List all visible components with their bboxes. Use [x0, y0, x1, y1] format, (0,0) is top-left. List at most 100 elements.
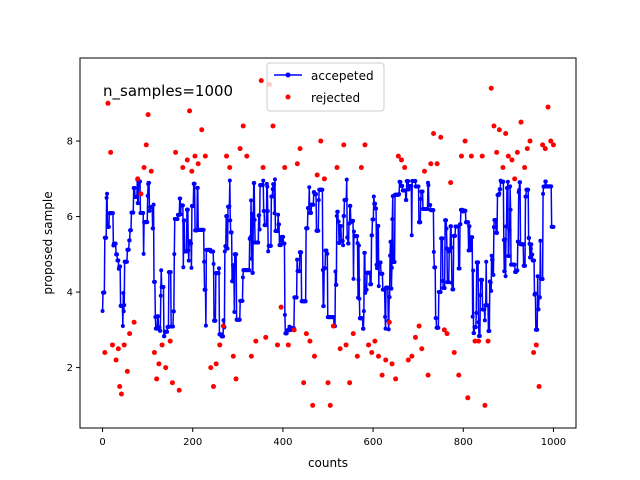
- rejected-point: [330, 323, 336, 329]
- accepted-point: [505, 179, 510, 184]
- rejected-point: [468, 153, 474, 159]
- accepted-point: [181, 265, 186, 270]
- rejected-point: [393, 376, 399, 382]
- rejected-point: [451, 349, 457, 355]
- accepted-point: [211, 261, 216, 266]
- accepted-point: [323, 266, 328, 271]
- accepted-point: [431, 249, 436, 254]
- accepted-point: [316, 228, 321, 233]
- accepted-point: [361, 309, 366, 314]
- accepted-point: [247, 268, 252, 273]
- rejected-point: [303, 331, 309, 337]
- accepted-point: [470, 235, 475, 240]
- accepted-point: [334, 282, 339, 287]
- rejected-point: [402, 164, 408, 170]
- accepted-point: [517, 187, 522, 192]
- accepted-point: [385, 285, 390, 290]
- accepted-point: [489, 288, 494, 293]
- rejected-point: [405, 357, 411, 363]
- rejected-point: [412, 334, 418, 340]
- rejected-point: [195, 161, 201, 167]
- accepted-point: [178, 196, 183, 201]
- accepted-point: [216, 271, 221, 276]
- accepted-point: [156, 314, 161, 319]
- rejected-point: [325, 380, 331, 386]
- accepted-point: [389, 265, 394, 270]
- accepted-point: [102, 290, 107, 295]
- accepted-point: [420, 189, 425, 194]
- accepted-point: [406, 179, 411, 184]
- rejected-point: [230, 353, 236, 359]
- rejected-point: [244, 153, 250, 159]
- accepted-point: [178, 212, 183, 217]
- rejected-point: [448, 180, 454, 186]
- accepted-point: [334, 213, 339, 218]
- accepted-point: [121, 309, 126, 314]
- accepted-point: [369, 282, 374, 287]
- accepted-point: [284, 331, 289, 336]
- rejected-point: [438, 134, 444, 140]
- rejected-point: [512, 176, 518, 182]
- rejected-point: [354, 353, 360, 359]
- accepted-point: [122, 303, 127, 308]
- rejected-point: [358, 164, 364, 170]
- accepted-point: [491, 225, 496, 230]
- rejected-point: [540, 142, 546, 148]
- x-tick-label: 600: [364, 437, 383, 448]
- rejected-point: [533, 342, 539, 348]
- accepted-point: [451, 287, 456, 292]
- accepted-point: [275, 229, 280, 233]
- accepted-point: [180, 203, 185, 208]
- rejected-point: [217, 342, 223, 348]
- accepted-point: [100, 308, 105, 313]
- accepted-point: [409, 233, 414, 238]
- accepted-point: [386, 327, 391, 332]
- accepted-point: [336, 219, 341, 224]
- accepted-point: [356, 243, 361, 248]
- rejected-point: [321, 176, 327, 182]
- accepted-point: [203, 287, 208, 292]
- rejected-point: [465, 395, 471, 401]
- x-tick-label: 800: [454, 437, 473, 448]
- accepted-point: [351, 276, 356, 281]
- rejected-point: [527, 138, 533, 144]
- accepted-point: [225, 246, 230, 251]
- y-tick-label: 4: [67, 288, 73, 299]
- rejected-point: [105, 100, 111, 106]
- accepted-point: [251, 214, 256, 219]
- rejected-point: [485, 338, 491, 344]
- rejected-point: [472, 338, 478, 344]
- accepted-point: [495, 230, 500, 235]
- accepted-point: [252, 181, 257, 186]
- rejected-point: [258, 78, 264, 84]
- accepted-point: [535, 274, 540, 279]
- accepted-points: [100, 177, 556, 339]
- rejected-point: [341, 142, 347, 148]
- accepted-point: [110, 211, 115, 216]
- rejected-point: [399, 157, 404, 163]
- accepted-point: [203, 323, 208, 328]
- rejected-point: [505, 153, 511, 159]
- rejected-points: [102, 78, 556, 408]
- rejected-point: [285, 342, 291, 348]
- accepted-point: [440, 236, 445, 241]
- accepted-point: [227, 204, 232, 209]
- accepted-point: [506, 253, 511, 258]
- accepted-point: [299, 250, 304, 255]
- accepted-point: [105, 191, 110, 196]
- accepted-point: [342, 214, 347, 219]
- accepted-point: [388, 239, 393, 244]
- accepted-point: [309, 210, 314, 215]
- accepted-point: [490, 257, 495, 262]
- accepted-point: [503, 274, 508, 279]
- accepted-point: [425, 207, 430, 212]
- accepted-point: [186, 258, 191, 263]
- accepted-point: [463, 208, 468, 213]
- accepted-point: [260, 183, 265, 188]
- rejected-point: [213, 361, 219, 367]
- rejected-point: [154, 376, 160, 382]
- rejected-point: [389, 361, 395, 367]
- accepted-point: [141, 251, 146, 256]
- rejected-point: [488, 85, 494, 91]
- accepted-point: [530, 252, 535, 257]
